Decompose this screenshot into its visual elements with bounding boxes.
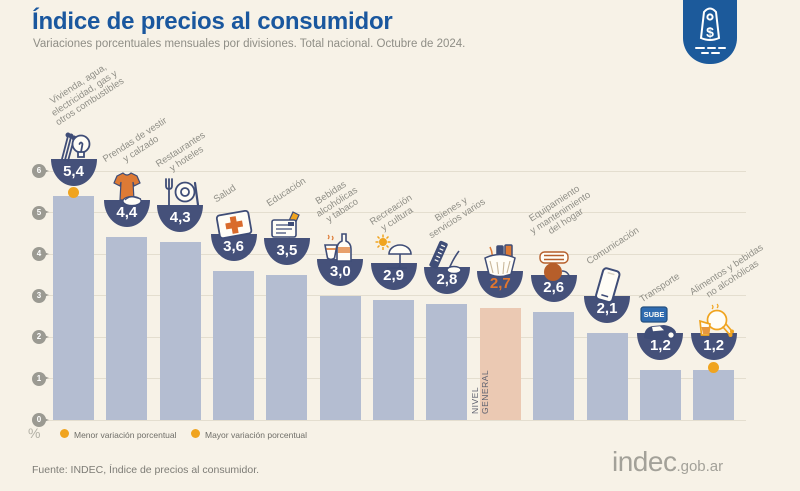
book-icon	[271, 210, 300, 238]
bar	[533, 312, 575, 420]
first-aid-icon	[215, 209, 252, 239]
y-tick: 0	[32, 413, 49, 427]
category-label: Vivienda, agua, electricidad, gas y otros …	[47, 62, 126, 129]
price-tag-icon: $	[683, 0, 737, 64]
y-tick: 1	[32, 371, 49, 386]
bar	[373, 299, 415, 420]
bar	[159, 241, 201, 420]
lightbulb-matches-icon	[60, 132, 90, 162]
bar	[479, 307, 521, 420]
mayor-dot-icon	[191, 429, 200, 438]
gridline	[48, 170, 746, 172]
vacuum-icon	[538, 251, 571, 282]
y-tick: 2	[32, 330, 49, 344]
gridline	[48, 419, 746, 421]
category-label: Salud	[211, 182, 238, 206]
bar	[693, 370, 735, 420]
legend: Menor variación porcentual Mayor variaci…	[0, 428, 800, 444]
bar	[426, 303, 468, 420]
category-label: Comunicación	[584, 225, 642, 268]
shopping-basket-icon	[484, 244, 517, 278]
category-label: Transporte	[638, 270, 683, 305]
indec-logo: indec.gob.ar	[612, 446, 723, 478]
svg-text:$: $	[706, 24, 714, 40]
category-label: Bebidas alcohólicas y tabaco	[313, 179, 361, 226]
gridline	[48, 212, 746, 213]
menor-dot-icon	[60, 429, 69, 438]
bar	[586, 332, 628, 421]
axis-unit-label: %	[28, 425, 41, 441]
umbrella-sun-icon	[375, 234, 412, 269]
chicken-icon	[698, 303, 734, 338]
page-subtitle: Variaciones porcentuales mensuales por d…	[33, 38, 466, 50]
brand-name: indec	[612, 446, 677, 477]
bar	[53, 195, 94, 420]
y-tick: 5	[32, 205, 49, 220]
comb-icon	[429, 240, 462, 274]
y-tick: 3	[32, 288, 49, 303]
category-label: Recreación y cultura	[367, 191, 415, 233]
legend-label-mayor: Mayor variación porcentual	[205, 430, 308, 440]
bar	[213, 270, 255, 420]
bar	[266, 274, 308, 421]
y-tick: 6	[32, 164, 49, 178]
legend-label-menor: Menor variación porcentual	[74, 430, 177, 440]
car-sube-icon: SUBE	[640, 306, 677, 341]
bar	[319, 295, 361, 420]
smartphone-icon	[595, 267, 621, 303]
clothing-icon	[113, 172, 142, 207]
brand-suffix: .gob.ar	[676, 458, 724, 475]
category-label: Bienes y servicios varios	[426, 194, 488, 241]
max-variation-dot	[68, 187, 79, 199]
bar	[106, 237, 148, 420]
bar	[639, 370, 681, 420]
svg-text:SUBE: SUBE	[644, 310, 665, 319]
category-label: Educación	[264, 175, 308, 210]
source-note: Fuente: INDEC, Índice de precios al cons…	[32, 464, 260, 476]
gridline	[48, 295, 746, 296]
restaurant-icon	[165, 177, 200, 206]
nivel-general-label: NIVEL GENERAL	[470, 369, 491, 414]
category-label: Equipamiento y mantenimiento del hogar	[526, 183, 593, 237]
drinks-icon	[324, 232, 353, 262]
min-variation-dot	[708, 361, 720, 373]
y-tick: 4	[32, 247, 49, 261]
page-title: Índice de precios al consumidor	[32, 8, 393, 35]
